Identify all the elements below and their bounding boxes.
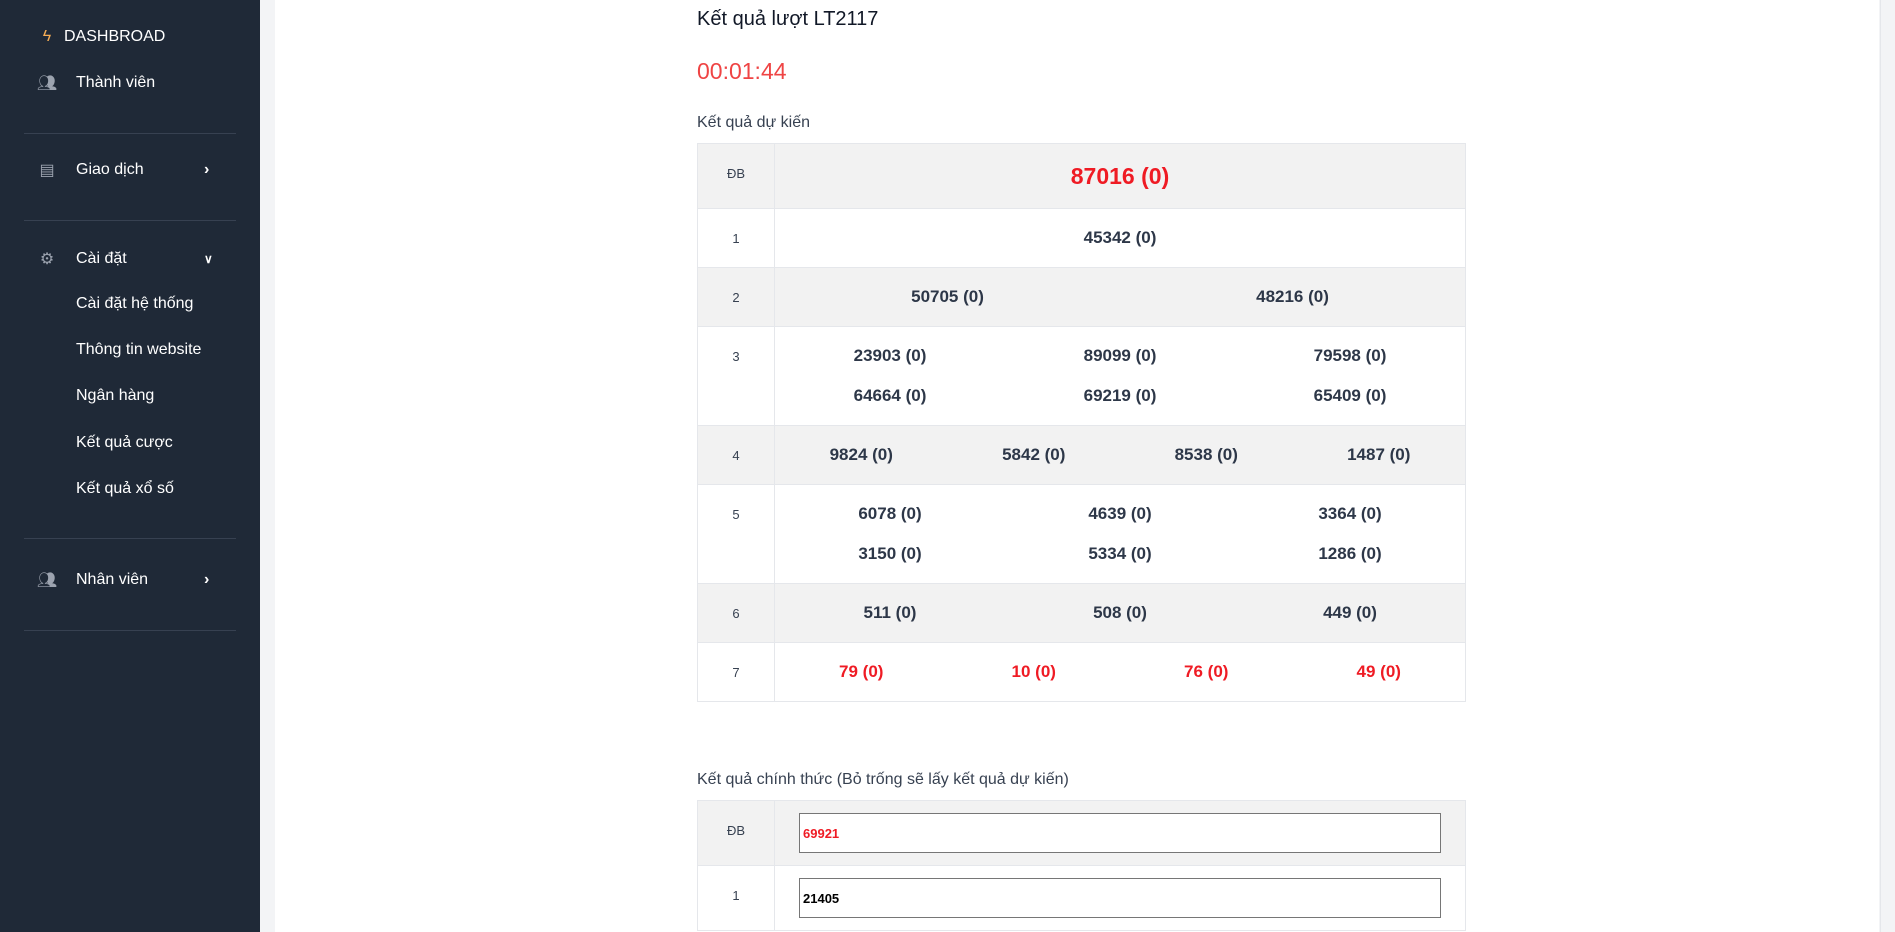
prize-value: 79 (0)	[839, 662, 884, 681]
divider	[24, 630, 236, 631]
prize-label: 3	[697, 326, 775, 426]
clipboard-icon: ▤	[39, 162, 55, 179]
brand-label: DASHBROAD	[64, 28, 166, 45]
prize-value: 9824 (0)	[829, 445, 893, 464]
prize-label: 1	[697, 865, 775, 931]
prize-value: 1286 (0)	[1318, 544, 1382, 563]
sidebar-item-transactions[interactable]: ▤ Giao dịch ›	[0, 155, 260, 185]
official-row: ĐB	[697, 800, 1466, 866]
prize-value: 79598 (0)	[1313, 346, 1387, 365]
sidebar-item-members[interactable]: 👥︎ Thành viên	[0, 68, 260, 98]
prize-row: ĐB 87016 (0)	[697, 143, 1466, 209]
predicted-results-table: ĐB 87016 (0) 1 45342 (0) 2 50705 (0) 48216 (0)…	[697, 143, 1466, 702]
gear-icon: ⚙	[39, 251, 55, 268]
official-heading: Kết quả chính thức (Bỏ trống sẽ lấy kết …	[697, 771, 1069, 788]
users-icon: 👥︎	[36, 572, 58, 589]
prize-value: 3364 (0)	[1318, 504, 1382, 523]
prize-value: 65409 (0)	[1313, 386, 1387, 405]
prize-value: 23903 (0)	[853, 346, 927, 365]
sidebar-item-label: Cài đặt	[76, 250, 127, 267]
prize-value: 1487 (0)	[1347, 445, 1411, 464]
prize-label: 6	[697, 583, 775, 643]
prize-values: 50705 (0) 48216 (0)	[774, 267, 1466, 327]
prize-row: 3 23903 (0) 89099 (0) 79598 (0) 64664 (0) 692…	[697, 326, 1466, 426]
prize-label: 5	[697, 484, 775, 584]
sidebar-item-label: Kết quả xổ số	[76, 480, 174, 497]
prize-label: ĐB	[697, 800, 775, 866]
prize-label: ĐB	[697, 143, 775, 209]
divider	[24, 133, 236, 134]
official-results-table: ĐB1	[697, 800, 1466, 931]
sidebar-item-settings[interactable]: ⚙ Cài đặt ∨	[0, 244, 260, 274]
input-cell	[774, 800, 1466, 866]
prize-value: 64664 (0)	[853, 386, 927, 405]
sidebar-item-staff[interactable]: 👥︎ Nhân viên ›	[0, 565, 260, 595]
chevron-down-icon: ∨	[204, 252, 213, 266]
countdown-timer: 00:01:44	[697, 58, 787, 84]
prize-values: 9824 (0) 5842 (0) 8538 (0) 1487 (0)	[774, 425, 1466, 485]
prize-row: 6 511 (0) 508 (0) 449 (0)	[697, 583, 1466, 643]
official-result-input[interactable]	[799, 813, 1441, 853]
official-row: 1	[697, 865, 1466, 931]
prize-value: 449 (0)	[1323, 603, 1377, 622]
prize-value: 8538 (0)	[1174, 445, 1238, 464]
sidebar-item-label: Nhân viên	[76, 571, 149, 588]
prize-value: 48216 (0)	[1256, 287, 1329, 306]
chevron-right-icon: ›	[204, 161, 210, 178]
sidebar-item-label: Kết quả cược	[76, 434, 173, 451]
prize-label: 4	[697, 425, 775, 485]
lightning-icon: ϟ	[42, 28, 52, 45]
prize-row: 1 45342 (0)	[697, 208, 1466, 268]
prize-label: 7	[697, 642, 775, 702]
prize-value: 69219 (0)	[1083, 386, 1157, 405]
sidebar-item-label: Giao dịch	[76, 161, 144, 178]
prize-value: 76 (0)	[1184, 662, 1229, 681]
prize-label: 2	[697, 267, 775, 327]
prize-value: 87016 (0)	[1070, 163, 1170, 189]
sidebar-item-label: Thành viên	[76, 74, 156, 91]
prize-value: 508 (0)	[1093, 603, 1147, 622]
prize-values: 6078 (0) 4639 (0) 3364 (0) 3150 (0) 5334 (0)…	[774, 484, 1466, 584]
sidebar-subitem-banks[interactable]: Ngân hàng	[0, 381, 260, 411]
prize-row: 7 79 (0) 10 (0) 76 (0) 49 (0)	[697, 642, 1466, 702]
users-icon: 👥︎	[36, 75, 58, 92]
prize-value: 5334 (0)	[1088, 544, 1152, 563]
prize-values: 511 (0) 508 (0) 449 (0)	[774, 583, 1466, 643]
prize-value: 5842 (0)	[1002, 445, 1066, 464]
sidebar: ϟ DASHBROAD 👥︎ Thành viên ▤ Giao dịch › …	[0, 0, 260, 932]
chevron-right-icon: ›	[204, 571, 210, 588]
prize-value: 4639 (0)	[1088, 504, 1152, 523]
prize-value: 10 (0)	[1011, 662, 1056, 681]
sidebar-brand-dashboard[interactable]: ϟ DASHBROAD	[0, 22, 260, 52]
divider	[24, 220, 236, 221]
divider	[24, 538, 236, 539]
prize-value: 50705 (0)	[911, 287, 984, 306]
page-title: Kết quả lượt LT2117	[697, 8, 879, 30]
prize-values: 23903 (0) 89099 (0) 79598 (0) 64664 (0) 6921…	[774, 326, 1466, 426]
prize-value: 45342 (0)	[1083, 228, 1157, 247]
input-cell	[774, 865, 1466, 931]
prize-label: 1	[697, 208, 775, 268]
predicted-heading: Kết quả dự kiến	[697, 114, 811, 131]
prize-value: 49 (0)	[1356, 662, 1401, 681]
sidebar-item-label: Thông tin website	[76, 341, 202, 358]
sidebar-item-label: Ngân hàng	[76, 387, 155, 404]
prize-row: 2 50705 (0) 48216 (0)	[697, 267, 1466, 327]
prize-value: 6078 (0)	[858, 504, 922, 523]
prize-value: 3150 (0)	[858, 544, 922, 563]
scrollbar[interactable]	[1880, 0, 1895, 932]
sidebar-item-label: Cài đặt hệ thống	[76, 295, 194, 312]
prize-values: 79 (0) 10 (0) 76 (0) 49 (0)	[774, 642, 1466, 702]
prize-value: 89099 (0)	[1083, 346, 1157, 365]
sidebar-subitem-system-settings[interactable]: Cài đặt hệ thống	[0, 289, 260, 319]
official-result-input[interactable]	[799, 878, 1441, 918]
sidebar-subitem-website-info[interactable]: Thông tin website	[0, 335, 260, 365]
prize-value: 511 (0)	[863, 603, 917, 622]
sidebar-subitem-lottery-results[interactable]: Kết quả xổ số	[0, 474, 260, 504]
prize-row: 5 6078 (0) 4639 (0) 3364 (0) 3150 (0) 5334 (0…	[697, 484, 1466, 584]
prize-row: 4 9824 (0) 5842 (0) 8538 (0) 1487 (0)	[697, 425, 1466, 485]
sidebar-subitem-bet-results[interactable]: Kết quả cược	[0, 428, 260, 458]
prize-values: 45342 (0)	[774, 208, 1466, 268]
prize-values: 87016 (0)	[774, 143, 1466, 209]
